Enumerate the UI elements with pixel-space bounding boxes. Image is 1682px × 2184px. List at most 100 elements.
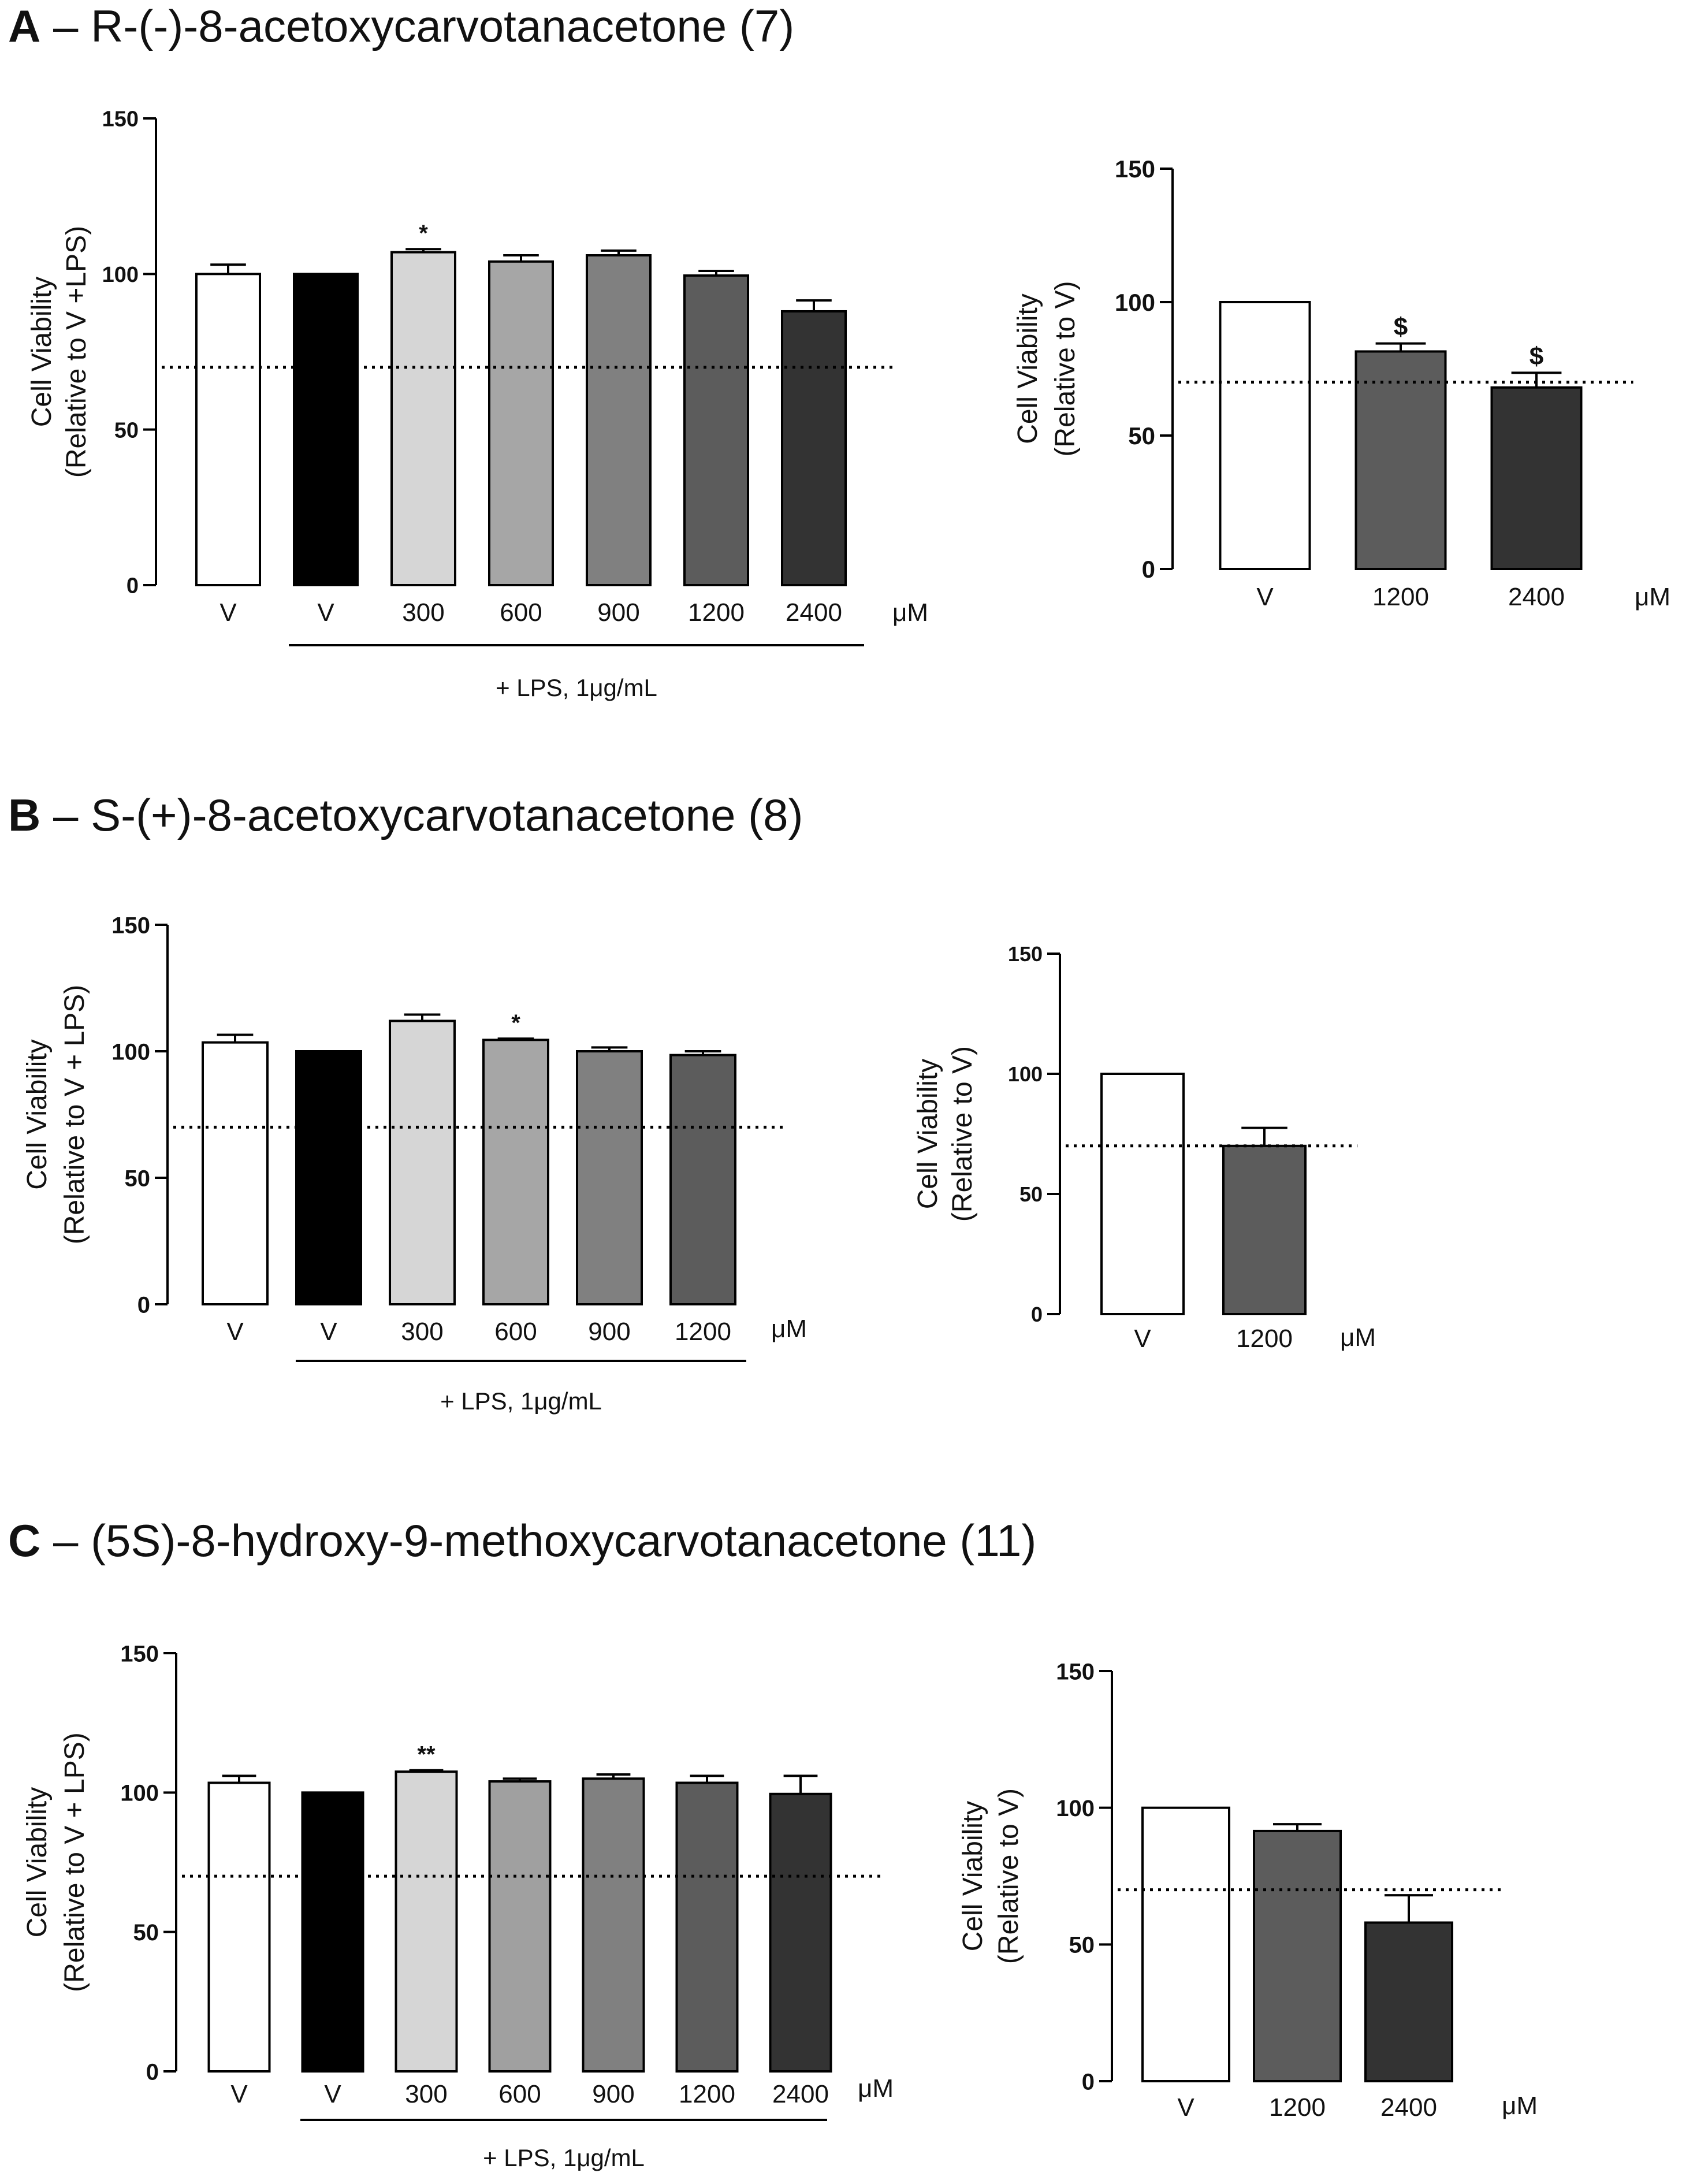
y-tick-label: 100 bbox=[102, 263, 139, 287]
bar bbox=[1490, 386, 1583, 571]
y-tick-label: 150 bbox=[102, 107, 139, 132]
y-axis-label: (Relative to V +LPS) bbox=[61, 226, 92, 478]
y-tick-label: 50 bbox=[133, 1920, 159, 1945]
bar bbox=[1141, 1806, 1230, 2083]
y-axis-label: Cell Viability bbox=[22, 1787, 53, 1938]
unit-label: μM bbox=[1635, 583, 1670, 611]
panel-a-letter: A bbox=[8, 1, 41, 51]
lps-group-label: + LPS, 1μg/mL bbox=[440, 1387, 602, 1415]
y-axis-label: (Relative to V) bbox=[947, 1046, 978, 1222]
chart-0-panel-a: 0 50 100 150 Cell Viability (Relative to V +L… bbox=[27, 107, 928, 701]
panel-b-title: B – S-(+)-8-acetoxycarvotanacetone (8) bbox=[8, 789, 803, 842]
y-tick-label: 150 bbox=[120, 1641, 159, 1666]
bar bbox=[389, 1020, 456, 1305]
x-category-label: 600 bbox=[500, 598, 542, 627]
x-category-label: 1200 bbox=[1269, 2093, 1326, 2122]
panel-a-compound: R-(-)-8-acetoxycarvotanacetone (7) bbox=[91, 1, 795, 51]
y-tick-label: 50 bbox=[114, 418, 139, 442]
panel-b-dash: – bbox=[40, 790, 91, 840]
unit-label: μM bbox=[1502, 2092, 1538, 2120]
significance-marker: $ bbox=[1394, 313, 1408, 341]
y-tick-label: 0 bbox=[126, 574, 139, 598]
bar bbox=[586, 254, 652, 587]
x-category-label: V bbox=[1256, 583, 1274, 611]
significance-marker: $ bbox=[1530, 342, 1543, 370]
x-category-label: 2400 bbox=[1508, 583, 1565, 611]
y-tick-label: 0 bbox=[137, 1292, 150, 1318]
y-tick-label: 0 bbox=[1082, 2069, 1095, 2094]
panel-c-dash: – bbox=[40, 1515, 91, 1566]
y-axis-label: (Relative to V + LPS) bbox=[59, 1732, 90, 1992]
y-axis-label: (Relative to V) bbox=[993, 1788, 1024, 1964]
bar bbox=[301, 1791, 364, 2073]
bar bbox=[675, 1781, 739, 2073]
bar bbox=[195, 273, 261, 587]
x-category-label: V bbox=[226, 1318, 244, 1346]
x-category-label: 900 bbox=[592, 2080, 634, 2108]
x-category-label: 2400 bbox=[772, 2080, 829, 2108]
x-category-label: V bbox=[230, 2080, 248, 2108]
bar bbox=[781, 310, 847, 586]
y-axis-label: (Relative to V) bbox=[1050, 281, 1081, 456]
bar bbox=[293, 273, 359, 587]
bar bbox=[202, 1041, 269, 1306]
y-axis-label: Cell Viability bbox=[913, 1059, 943, 1210]
chart-2-panel-b: 0 50 100 150 Cell Viability (Relative to V + … bbox=[22, 913, 807, 1415]
y-tick-label: 0 bbox=[1031, 1303, 1043, 1326]
y-tick-label: 100 bbox=[1056, 1796, 1095, 1821]
x-category-label: 300 bbox=[405, 2080, 447, 2108]
bar bbox=[207, 1781, 271, 2073]
y-axis-label: Cell Viability bbox=[958, 1801, 988, 1952]
bar bbox=[576, 1050, 643, 1305]
panel-b-compound: S-(+)-8-acetoxycarvotanacetone (8) bbox=[91, 790, 803, 840]
chart-5-panel-c: 0 50 100 150 Cell Viability (Relative to V) V 1… bbox=[958, 1659, 1538, 2122]
bar bbox=[390, 251, 456, 587]
bar bbox=[669, 1054, 736, 1305]
x-category-label: V bbox=[320, 1318, 337, 1346]
y-tick-label: 50 bbox=[1069, 1933, 1095, 1958]
y-tick-label: 0 bbox=[146, 2059, 159, 2085]
y-tick-label: 100 bbox=[1115, 289, 1155, 316]
x-category-label: 1200 bbox=[1236, 1324, 1293, 1353]
panel-b-letter: B bbox=[8, 790, 41, 840]
bar bbox=[1364, 1921, 1453, 2082]
x-category-label: V bbox=[1177, 2093, 1194, 2122]
x-category-label: 300 bbox=[402, 598, 444, 627]
y-tick-label: 100 bbox=[120, 1781, 159, 1806]
x-category-label: 1200 bbox=[675, 1318, 731, 1346]
panel-a-title: A – R-(-)-8-acetoxycarvotanacetone (7) bbox=[8, 0, 794, 53]
x-category-label: 600 bbox=[498, 2080, 541, 2108]
x-category-label: 1200 bbox=[679, 2080, 735, 2108]
bar bbox=[683, 274, 749, 586]
panel-c-letter: C bbox=[8, 1515, 41, 1566]
x-category-label: 1200 bbox=[1372, 583, 1429, 611]
lps-group-label: + LPS, 1μg/mL bbox=[483, 2144, 645, 2171]
bar bbox=[488, 1780, 552, 2073]
x-category-label: 1200 bbox=[688, 598, 745, 627]
significance-marker: * bbox=[419, 221, 428, 246]
x-category-label: 900 bbox=[597, 598, 639, 627]
significance-marker: * bbox=[511, 1010, 520, 1036]
panel-c-title: C – (5S)-8-hydroxy-9-methoxycarvotanacet… bbox=[8, 1515, 1036, 1567]
y-tick-label: 150 bbox=[1115, 155, 1155, 183]
panel-a-dash: – bbox=[40, 1, 91, 51]
bar bbox=[482, 1039, 549, 1306]
lps-group-label: + LPS, 1μg/mL bbox=[496, 674, 657, 701]
y-tick-label: 0 bbox=[1142, 556, 1155, 583]
bar bbox=[1253, 1829, 1342, 2082]
bar bbox=[395, 1770, 458, 2073]
x-category-label: 2400 bbox=[786, 598, 842, 627]
bar bbox=[1219, 301, 1311, 570]
y-tick-label: 50 bbox=[1019, 1182, 1043, 1206]
y-tick-label: 50 bbox=[125, 1166, 151, 1191]
bar bbox=[1100, 1073, 1185, 1315]
y-axis-label: Cell Viability bbox=[22, 1039, 53, 1190]
y-tick-label: 100 bbox=[111, 1039, 150, 1065]
x-category-label: V bbox=[317, 598, 334, 627]
y-tick-label: 100 bbox=[1008, 1062, 1043, 1086]
x-category-label: 600 bbox=[494, 1318, 537, 1346]
unit-label: μM bbox=[892, 598, 928, 627]
panel-c-compound: (5S)-8-hydroxy-9-methoxycarvotanacetone … bbox=[91, 1515, 1037, 1566]
x-category-label: 900 bbox=[588, 1318, 630, 1346]
